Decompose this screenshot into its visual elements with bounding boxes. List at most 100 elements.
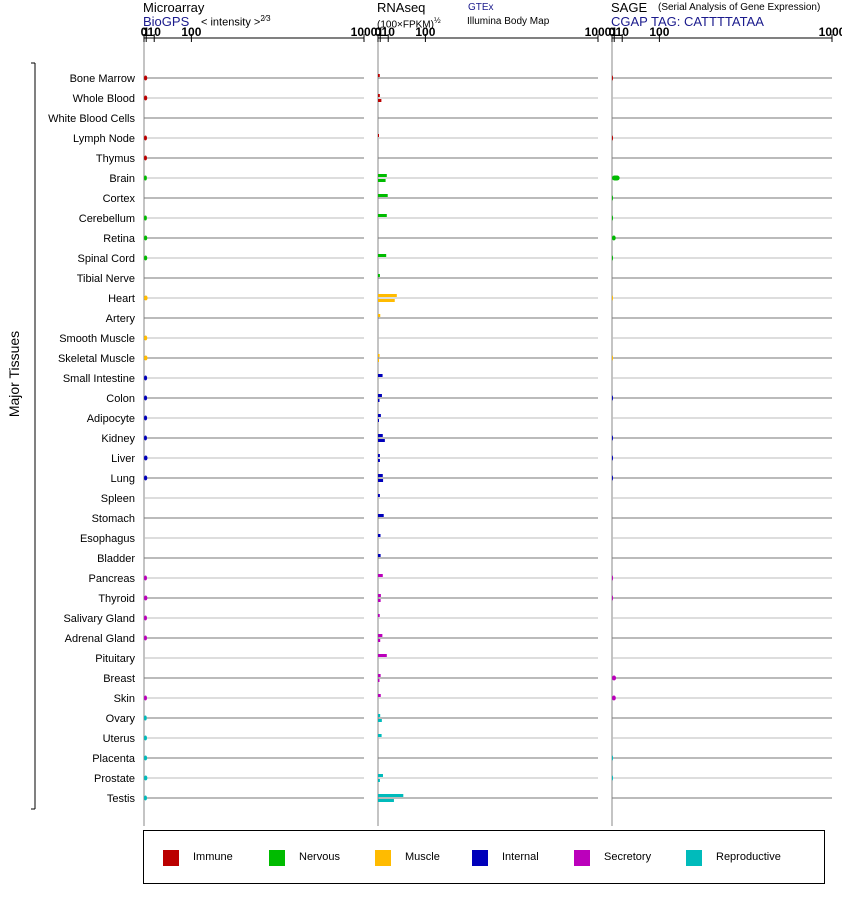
sage-tick-label: 10 [616, 25, 630, 39]
rnaseq-gtex-bar [378, 514, 384, 517]
microarray-bar [144, 255, 148, 261]
rnaseq-source-gtex: GTEx [468, 2, 494, 13]
microarray-bar [144, 295, 148, 301]
sage-bar [612, 135, 613, 141]
microarray-bar [144, 615, 148, 621]
category-label: Thymus [96, 153, 136, 165]
category-label: Brain [109, 173, 135, 185]
microarray-bar [144, 215, 147, 221]
rnaseq-gtex-bar [378, 614, 380, 617]
legend-swatch [375, 850, 391, 866]
rnaseq-gtex-bar [378, 714, 381, 717]
rnaseq-source-ibm: Illumina Body Map [467, 16, 550, 27]
rnaseq-tick-label: 1000 [585, 25, 612, 39]
microarray-bar [144, 75, 148, 81]
category-label: Liver [111, 453, 135, 465]
rnaseq-gtex-bar [378, 74, 380, 77]
rnaseq-gtex-bar [378, 494, 380, 497]
sage-title-detail: (Serial Analysis of Gene Expression) [658, 2, 821, 13]
rnaseq-gtex-bar [378, 274, 380, 277]
rnaseq-gtex-bar [378, 454, 380, 457]
sage-tick-label: 1000 [819, 25, 842, 39]
microarray-scale-label: < intensity >2⁄3 [201, 14, 271, 29]
rnaseq-ibm-bar [378, 359, 379, 362]
microarray-bar [144, 235, 148, 241]
category-label: Salivary Gland [63, 613, 135, 625]
sage-bar [612, 235, 616, 241]
rnaseq-ibm-bar [378, 299, 395, 302]
microarray-bar [144, 395, 148, 401]
legend-label: Nervous [299, 851, 340, 863]
legend-label: Internal [502, 851, 539, 863]
microarray-bar [144, 155, 148, 161]
microarray-tick-label: 0 [141, 25, 148, 39]
rnaseq-gtex-bar [378, 674, 381, 677]
sage-bar [612, 435, 613, 441]
microarray-bar [144, 575, 148, 581]
sage-bar [612, 215, 613, 221]
microarray-bar [144, 735, 148, 741]
rnaseq-gtex-bar [378, 694, 381, 697]
category-label: Lung [111, 473, 135, 485]
category-label: Spinal Cord [78, 253, 135, 265]
rnaseq-gtex-bar [378, 254, 387, 257]
category-label: Small Intestine [63, 373, 135, 385]
rnaseq-ibm-bar [378, 719, 382, 722]
category-label: Breast [103, 673, 135, 685]
rnaseq-gtex-bar [378, 134, 379, 137]
category-label: Colon [106, 393, 135, 405]
category-label: Tibial Nerve [77, 273, 135, 285]
rnaseq-ibm-bar [378, 599, 381, 602]
sage-tick-label: 100 [649, 25, 669, 39]
rnaseq-title: RNAseq [377, 0, 426, 15]
rnaseq-gtex-bar [378, 474, 383, 477]
rnaseq-ibm-bar [378, 639, 381, 642]
rnaseq-ibm-bar [378, 479, 384, 482]
legend-swatch [574, 850, 590, 866]
microarray-bar [144, 455, 148, 461]
sage-bar [612, 255, 613, 261]
category-label: Adipocyte [87, 413, 135, 425]
legend-label: Immune [193, 851, 233, 863]
rnaseq-tick-label: 0 [375, 25, 382, 39]
rnaseq-gtex-bar [378, 394, 382, 397]
sage-title: SAGE [611, 0, 648, 15]
microarray-bar [144, 375, 148, 381]
rnaseq-ibm-bar [378, 439, 385, 442]
sage-bar [612, 475, 613, 481]
category-label: Smooth Muscle [59, 333, 135, 345]
rnaseq-gtex-bar [378, 314, 381, 317]
rnaseq-ibm-bar [378, 679, 380, 682]
sage-bar [612, 595, 613, 601]
rnaseq-gtex-bar [378, 354, 380, 357]
legend-swatch [269, 850, 285, 866]
microarray-bar [144, 415, 148, 421]
category-label: Thyroid [98, 593, 135, 605]
microarray-bar [144, 175, 147, 181]
category-label: Artery [106, 313, 136, 325]
microarray-tick-label: 1 [143, 25, 150, 39]
microarray-tick-label: 100 [181, 25, 201, 39]
sage-bar [612, 75, 613, 81]
rnaseq-scale-label: (100×FPKM)½ [377, 16, 441, 31]
category-label: Esophagus [80, 533, 136, 545]
microarray-bar [144, 695, 148, 701]
rnaseq-gtex-bar [378, 554, 381, 557]
rnaseq-gtex-bar [378, 654, 387, 657]
sage-bar [612, 755, 613, 761]
legend-swatch [686, 850, 702, 866]
category-label: White Blood Cells [48, 113, 135, 125]
microarray-bar [144, 635, 148, 641]
rnaseq-gtex-bar [378, 414, 381, 417]
category-label: Kidney [101, 433, 135, 445]
category-label: Adrenal Gland [65, 633, 135, 645]
rnaseq-gtex-bar [378, 634, 383, 637]
sage-bar [612, 355, 613, 361]
sage-tick-label: 1 [611, 25, 618, 39]
sage-bar [612, 575, 613, 581]
rnaseq-gtex-bar [378, 174, 387, 177]
category-label: Bone Marrow [70, 73, 135, 85]
rnaseq-gtex-bar [378, 734, 382, 737]
category-label: Skeletal Muscle [58, 353, 135, 365]
